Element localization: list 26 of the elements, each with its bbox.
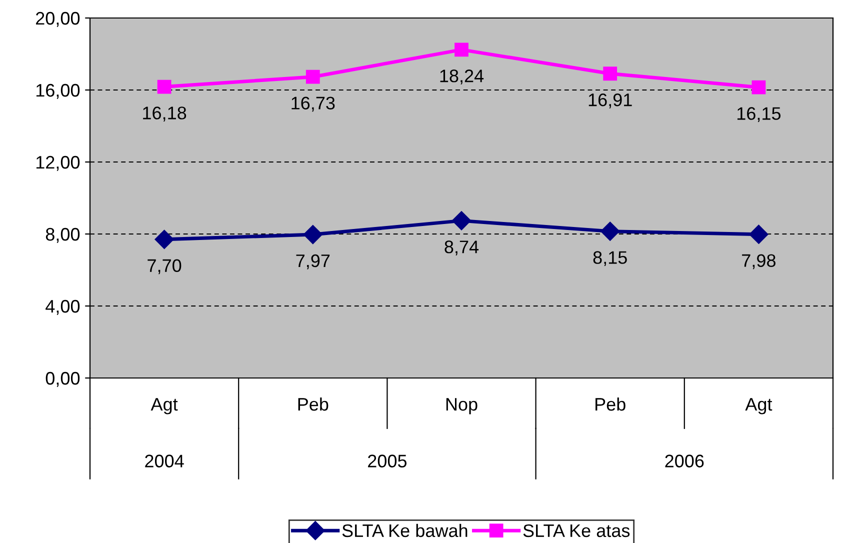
- text: 7,97: [296, 254, 330, 270]
- text: 16,18: [143, 106, 186, 122]
- y-tick-label: 0,00: [46, 372, 80, 387]
- x-tick-label: Nop: [446, 398, 478, 414]
- text: 2005: [368, 454, 407, 468]
- text: 8,15: [593, 251, 627, 266]
- text: 7,98: [742, 254, 776, 270]
- y-tick-label: 8,00: [46, 228, 80, 243]
- x-tick-label: Agt: [150, 398, 178, 414]
- text: 18,24: [440, 70, 484, 84]
- text: 8,74: [444, 240, 479, 256]
- text: 2006: [665, 454, 704, 468]
- text: 16,15: [737, 107, 781, 122]
- x-tick-label: Peb: [298, 397, 328, 411]
- text: 16,73: [292, 96, 335, 112]
- y-tick-label: 4,00: [46, 300, 80, 315]
- text: 7,70: [148, 259, 182, 274]
- legend-label: SLTA Ke bawah: [342, 524, 468, 538]
- x-tick-label: Peb: [596, 397, 626, 411]
- text: 16,91: [588, 93, 632, 108]
- text: 2004: [145, 454, 184, 468]
- x-tick-label: Agt: [745, 398, 772, 414]
- y-tick-label: 16,00: [36, 84, 80, 99]
- y-tick-label: 12,00: [36, 156, 80, 171]
- legend-label: SLTA Ke atas: [523, 524, 630, 538]
- y-tick-label: 20,00: [36, 12, 80, 27]
